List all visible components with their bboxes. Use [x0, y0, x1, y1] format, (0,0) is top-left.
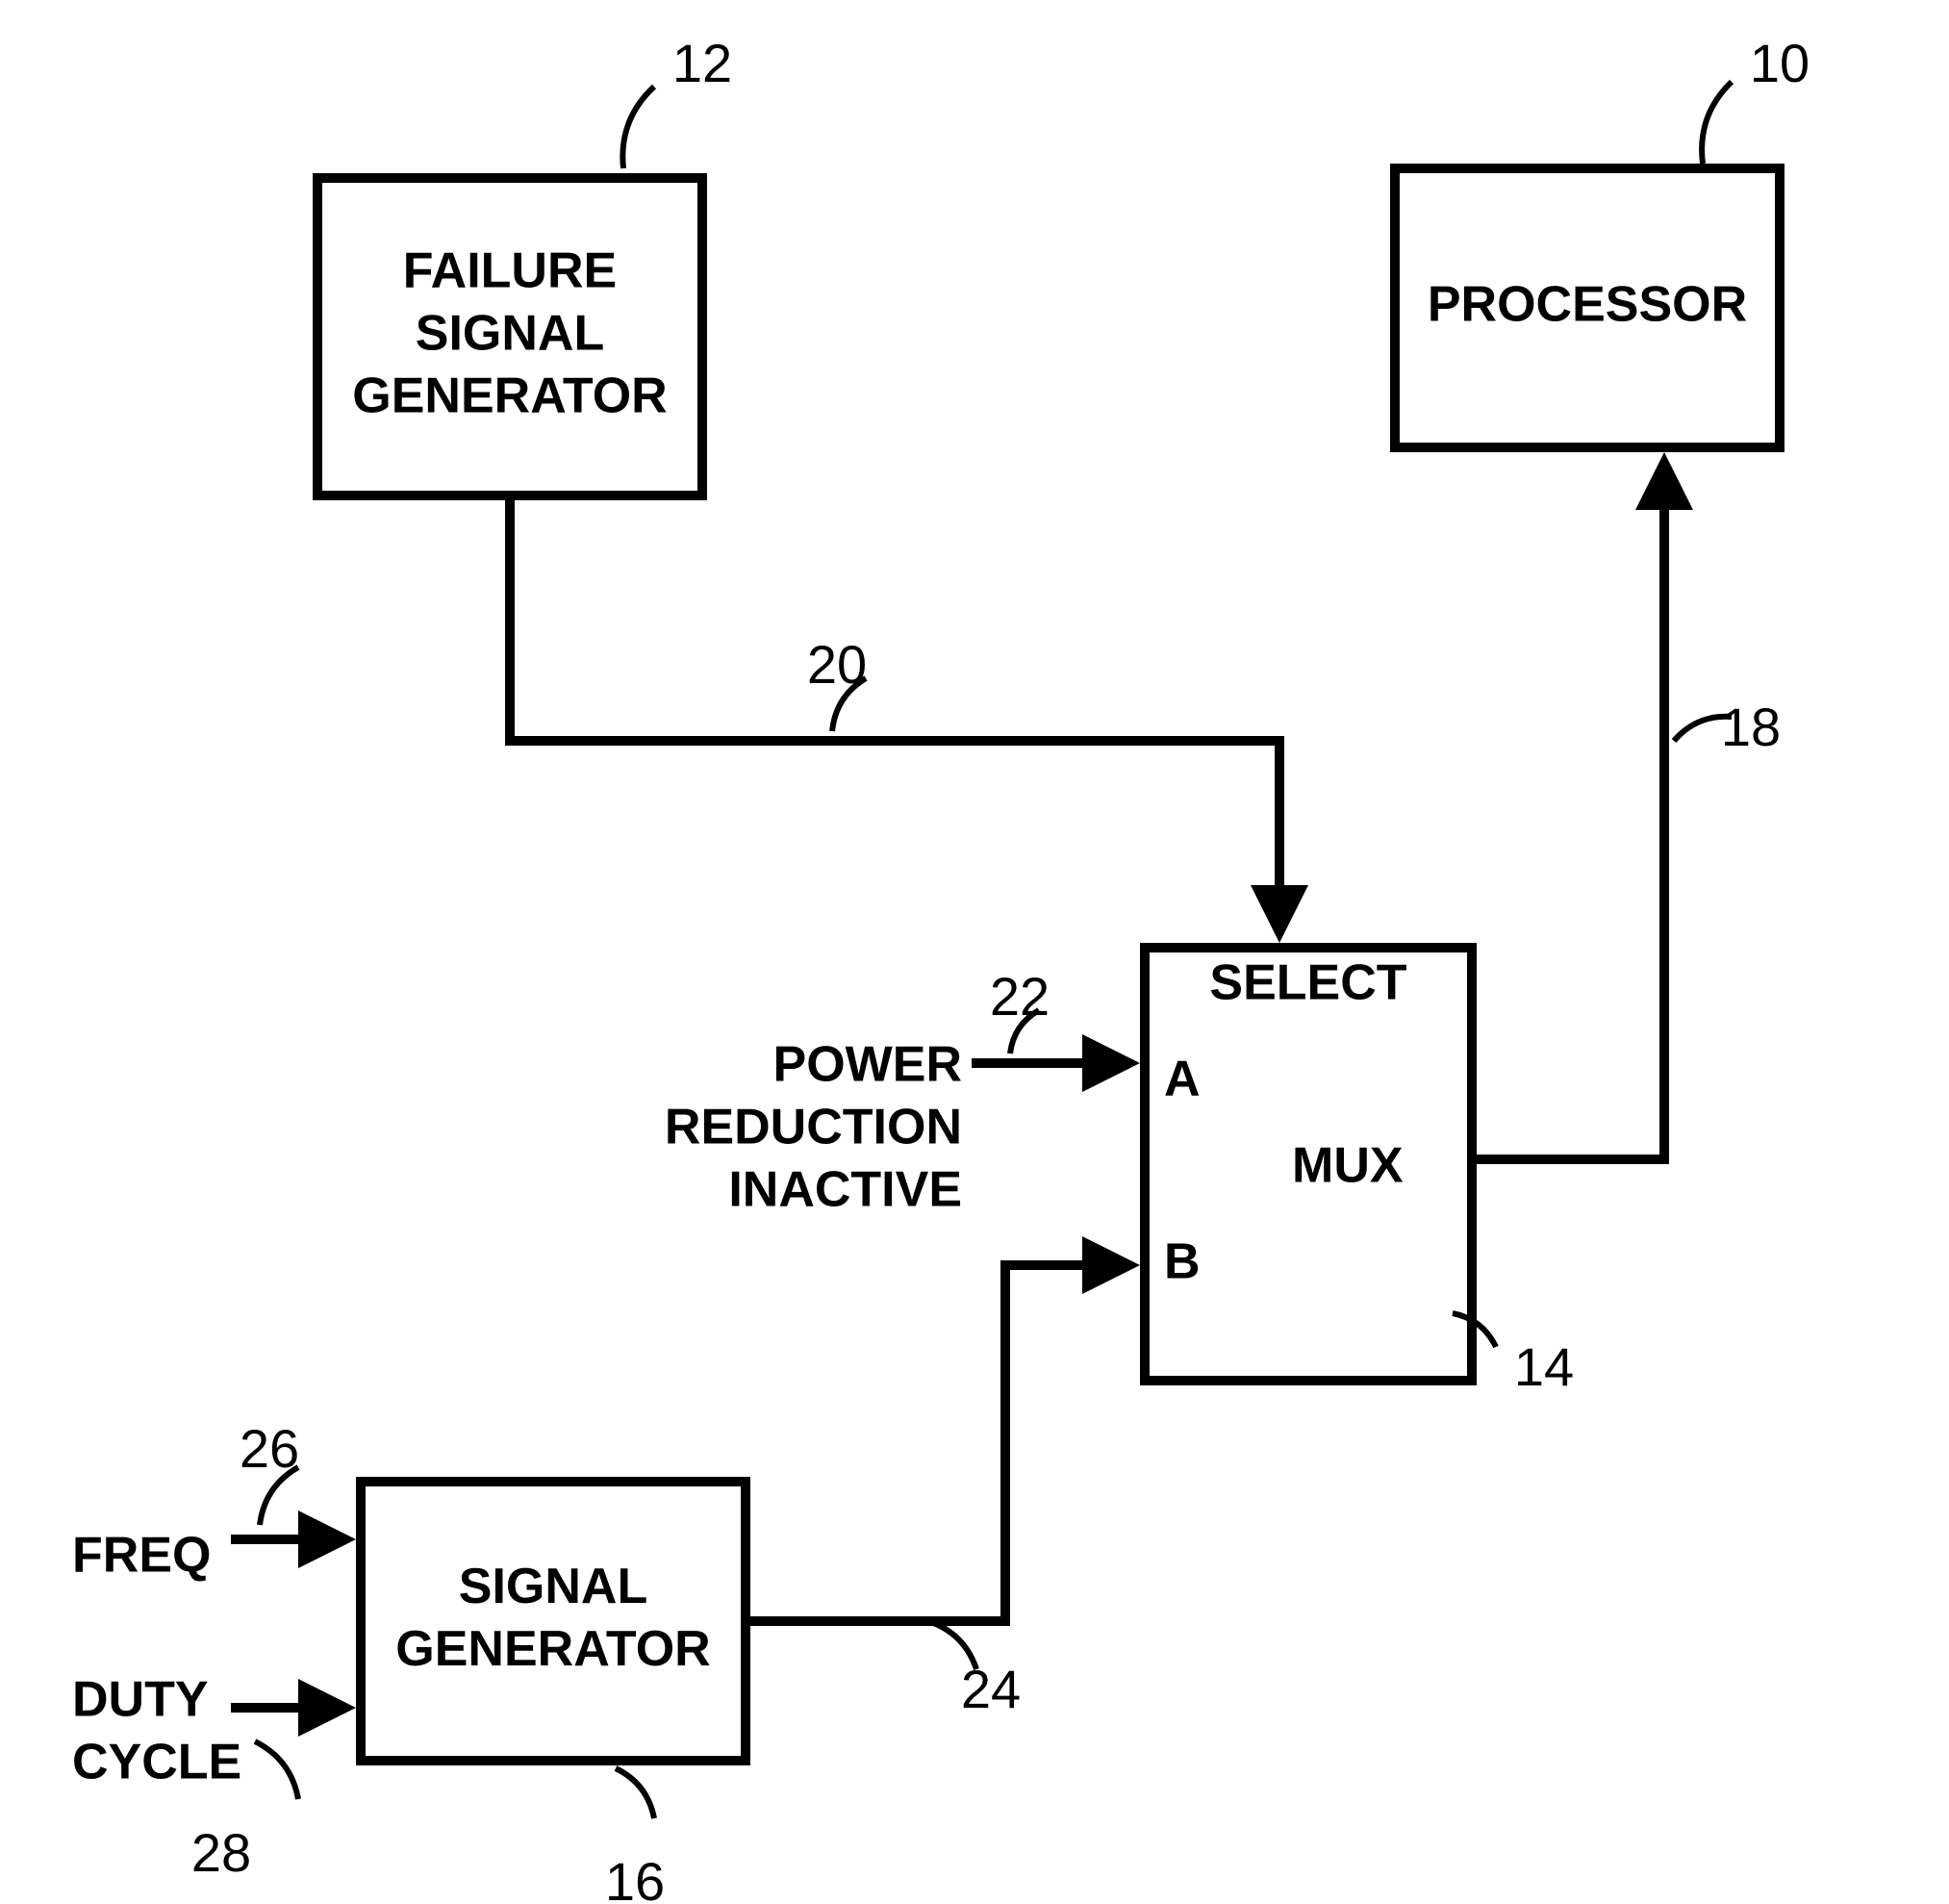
signal-generator-label: SIGNAL — [459, 1559, 647, 1614]
processor-label: PROCESSOR — [1428, 277, 1747, 333]
failure-signal-generator-label: GENERATOR — [352, 368, 667, 424]
freq-label: FREQ — [72, 1528, 211, 1584]
mux-label: MUX — [1292, 1138, 1404, 1194]
block-diagram: FAILURE SIGNAL GENERATOR 12 PROCESSOR 10 SIGNA… — [0, 0, 1949, 1904]
mux-input-a-label: A — [1164, 1052, 1201, 1107]
failure-signal-generator-label: SIGNAL — [416, 306, 604, 362]
edge-18 — [1472, 491, 1664, 1159]
ref-label: 24 — [961, 1659, 1021, 1719]
ref-label: 22 — [990, 966, 1050, 1027]
power-reduction-inactive-label: POWER — [773, 1037, 962, 1093]
mux-select-label: SELECT — [1209, 955, 1406, 1011]
power-reduction-inactive-label: INACTIVE — [728, 1162, 962, 1218]
mux-input-b-label: B — [1164, 1234, 1201, 1290]
ref-label: 16 — [605, 1851, 665, 1904]
edge-20 — [510, 495, 1279, 904]
signal-generator-label: GENERATOR — [395, 1621, 710, 1677]
ref-label: 14 — [1514, 1336, 1574, 1397]
failure-signal-generator-label: FAILURE — [403, 243, 617, 299]
power-reduction-inactive-label: REDUCTION — [665, 1100, 962, 1155]
ref-label: 10 — [1750, 33, 1810, 93]
ref-label: 20 — [807, 634, 867, 695]
ref-label: 28 — [191, 1822, 251, 1883]
ref-label: 18 — [1721, 697, 1781, 757]
duty-cycle-label: CYCLE — [72, 1735, 241, 1790]
edge-24 — [746, 1265, 1101, 1621]
ref-label: 12 — [672, 33, 732, 93]
duty-cycle-label: DUTY — [72, 1672, 209, 1728]
ref-label: 26 — [240, 1418, 299, 1479]
